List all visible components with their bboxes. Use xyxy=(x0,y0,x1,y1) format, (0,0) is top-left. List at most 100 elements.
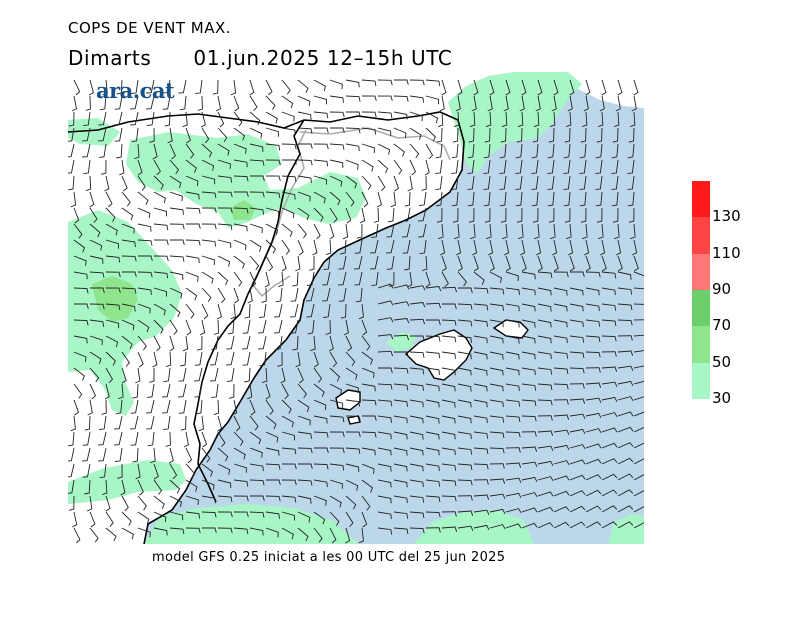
wind-barb xyxy=(521,431,537,437)
wind-barb xyxy=(441,526,458,532)
wind-barb xyxy=(409,111,423,122)
wind-barb xyxy=(169,335,175,352)
wind-barb xyxy=(338,287,347,302)
wind-barb xyxy=(473,383,488,392)
wind-barb xyxy=(362,415,377,421)
wind-barb xyxy=(435,175,443,191)
wind-barb xyxy=(612,207,619,223)
wind-barb xyxy=(505,447,521,453)
wind-barb xyxy=(85,95,91,111)
wind-barb xyxy=(309,256,315,271)
wind-barb xyxy=(553,490,570,497)
map-title: COPS DE VENT MAX. xyxy=(68,19,232,37)
wind-barb xyxy=(585,79,591,96)
wind-barb xyxy=(165,351,172,368)
wind-barb xyxy=(354,271,363,286)
wind-barb xyxy=(168,447,174,464)
wind-barb xyxy=(99,95,107,111)
wind-barb xyxy=(519,95,525,112)
wind-barb xyxy=(137,351,144,368)
legend-label: 30 xyxy=(712,389,732,407)
wind-barb xyxy=(569,319,584,328)
legend-label: 50 xyxy=(712,352,732,371)
wind-barb xyxy=(228,383,235,399)
wind-barb xyxy=(585,505,602,513)
wind-barb xyxy=(89,303,105,310)
wind-barb xyxy=(601,458,618,465)
wind-barb xyxy=(227,319,235,335)
wind-barb xyxy=(298,143,313,149)
wind-barb xyxy=(137,271,153,278)
wind-barb xyxy=(595,175,603,191)
wind-barb xyxy=(217,495,233,502)
wind-barb xyxy=(153,319,164,334)
wind-barb xyxy=(323,303,331,318)
wind-barb xyxy=(345,431,361,438)
wind-barb xyxy=(505,335,520,344)
wind-barb xyxy=(531,159,539,175)
wind-barb xyxy=(521,287,536,296)
wind-barb xyxy=(532,207,539,223)
wind-barb xyxy=(265,95,276,110)
wind-barb xyxy=(441,319,457,326)
wind-barb xyxy=(617,335,633,341)
wind-barb xyxy=(393,334,410,341)
wind-barb xyxy=(73,335,88,344)
wind-barb xyxy=(473,524,490,531)
wind-barb xyxy=(563,175,571,191)
wind-barb xyxy=(435,159,443,175)
gust-zone-30-50 xyxy=(126,132,366,228)
wind-barb xyxy=(195,79,203,95)
wind-barb xyxy=(467,175,475,191)
wind-barb xyxy=(569,255,575,272)
wind-barb xyxy=(73,287,89,294)
wind-barb xyxy=(275,287,283,303)
wind-barb xyxy=(409,479,424,488)
wind-barb xyxy=(633,303,644,305)
wind-barb xyxy=(361,95,377,102)
wind-barb xyxy=(386,255,395,270)
wind-barb xyxy=(233,159,248,168)
wind-barb xyxy=(313,223,321,240)
wind-barb xyxy=(537,303,552,312)
wind-barb xyxy=(409,383,424,391)
wind-barb xyxy=(71,95,78,112)
wind-barb xyxy=(233,463,247,473)
wind-barb xyxy=(153,463,159,480)
wind-barb xyxy=(74,303,89,309)
wind-barb xyxy=(393,383,409,391)
wind-barb xyxy=(548,127,555,143)
wind-barb xyxy=(409,95,425,103)
wind-barb xyxy=(601,396,618,403)
wind-barb xyxy=(439,95,445,112)
wind-barb xyxy=(424,159,430,176)
wind-barb xyxy=(426,319,441,326)
wind-barbs xyxy=(68,79,644,544)
wind-barb xyxy=(73,223,83,239)
wind-barb xyxy=(505,462,522,468)
wind-barb xyxy=(182,111,188,128)
wind-barb xyxy=(201,463,213,477)
wind-barb xyxy=(201,127,210,144)
wind-barb xyxy=(425,335,441,342)
wind-barb xyxy=(233,415,241,432)
wind-barb xyxy=(233,239,247,250)
wind-barb xyxy=(457,319,473,327)
wind-barb xyxy=(186,223,201,229)
wind-barb xyxy=(247,287,253,304)
wind-barb xyxy=(393,159,403,175)
wind-barb xyxy=(105,527,117,542)
wind-barb xyxy=(137,175,146,191)
wind-barb xyxy=(505,367,520,376)
wind-barb xyxy=(163,367,171,383)
wind-barb xyxy=(425,367,440,375)
wind-barb xyxy=(457,415,472,424)
wind-barb xyxy=(393,479,408,488)
wind-barb xyxy=(628,127,635,143)
wind-barb xyxy=(617,426,634,433)
wind-barb xyxy=(537,445,554,451)
wind-barb xyxy=(455,239,462,256)
wind-barb xyxy=(569,459,586,465)
wind-barb xyxy=(98,143,107,158)
wind-barb xyxy=(215,95,222,112)
